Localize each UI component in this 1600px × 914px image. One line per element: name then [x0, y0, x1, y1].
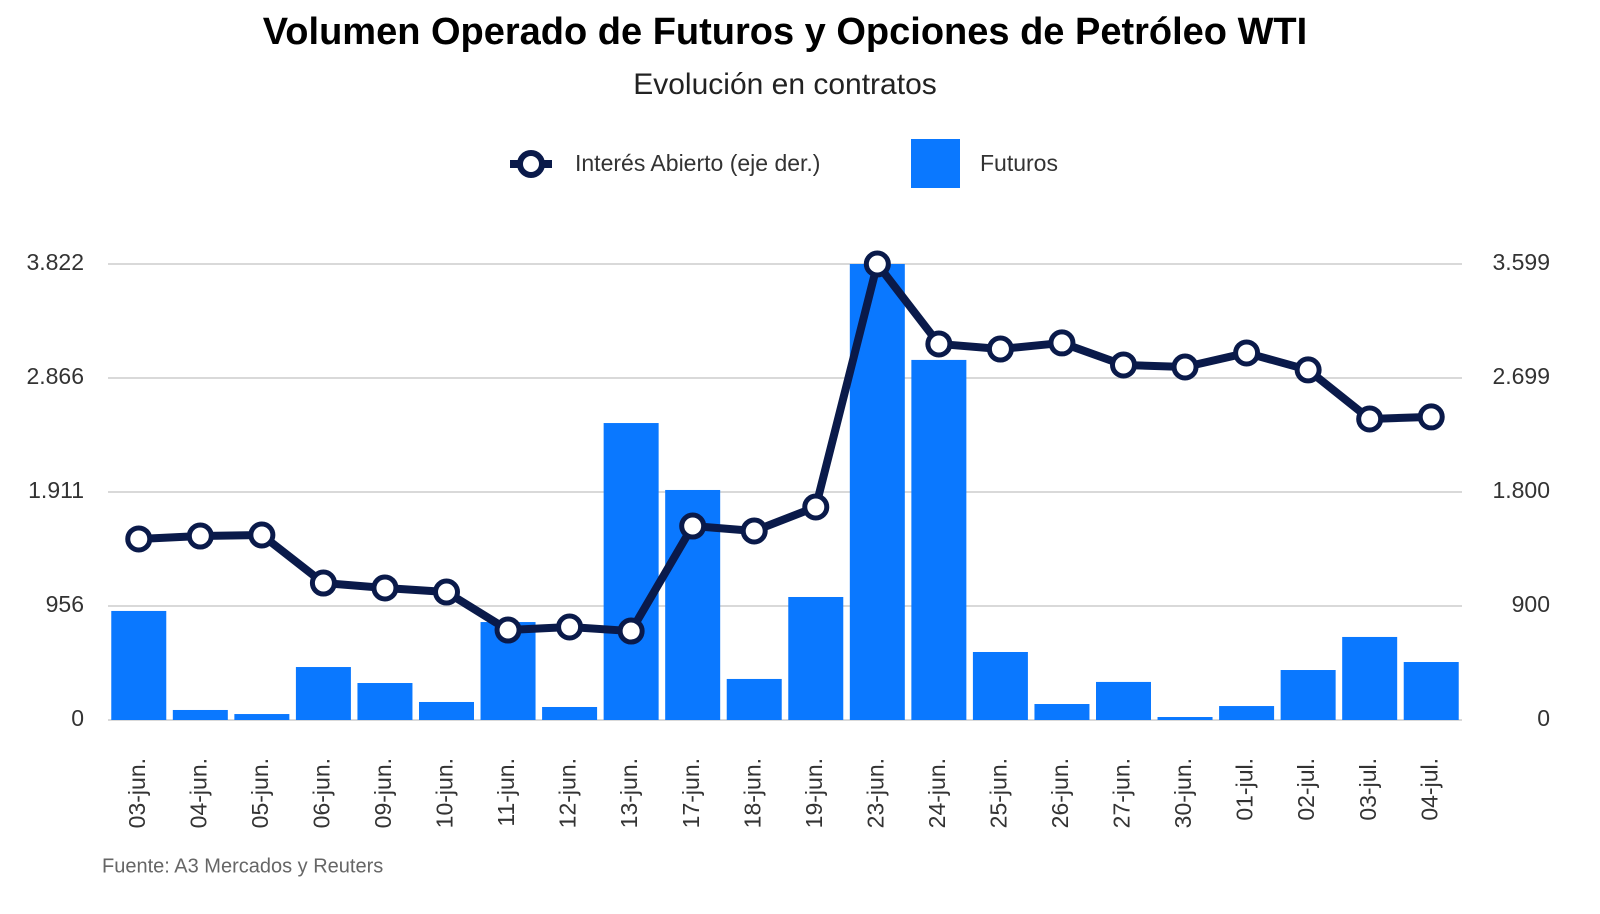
x-tick-label: 27-jun. — [1109, 758, 1135, 828]
x-tick-label: 12-jun. — [555, 758, 581, 828]
y-tick-label: 956 — [46, 591, 84, 617]
x-tick-label: 04-jul. — [1416, 758, 1442, 821]
x-tick-label: 01-jul. — [1232, 758, 1258, 821]
bar — [1034, 704, 1090, 720]
line-marker — [1048, 329, 1076, 357]
bar — [911, 359, 967, 720]
y2-tick-label: 0 — [1537, 705, 1550, 731]
bar — [1403, 662, 1459, 720]
x-tick-label: 17-jun. — [678, 758, 704, 828]
line-marker — [186, 522, 214, 550]
x-tick-label: 02-jul. — [1293, 758, 1319, 821]
bar — [172, 709, 228, 720]
bar — [419, 701, 474, 720]
y2-tick-label: 1.800 — [1492, 477, 1550, 503]
x-tick-label: 26-jun. — [1047, 758, 1073, 828]
y2-tick-label: 900 — [1512, 591, 1550, 617]
x-tick-label: 24-jun. — [924, 758, 950, 828]
legend-label: Futuros — [980, 150, 1058, 176]
line-marker — [1417, 403, 1445, 431]
line-marker — [740, 517, 768, 545]
bar — [1280, 670, 1336, 720]
line-marker — [1356, 405, 1384, 433]
legend-marker — [517, 150, 545, 178]
x-tick-label: 19-jun. — [801, 758, 827, 828]
line-marker — [1233, 339, 1261, 367]
legend-label: Interés Abierto (eje der.) — [575, 150, 820, 176]
x-tick-label: 13-jun. — [616, 758, 642, 828]
line-marker — [494, 616, 522, 644]
bar — [1342, 636, 1398, 720]
line-marker — [925, 330, 953, 358]
bar — [234, 714, 290, 720]
x-tick-label: 23-jun. — [862, 758, 888, 828]
line-marker — [433, 578, 460, 606]
x-tick-label: 04-jun. — [185, 758, 211, 828]
y-tick-label: 2.866 — [26, 363, 84, 389]
x-tick-label: 11-jun. — [493, 758, 519, 827]
bar — [111, 610, 167, 720]
y-tick-label: 1.911 — [28, 477, 84, 503]
bar — [295, 667, 351, 720]
line-marker — [986, 335, 1014, 363]
chart-subtitle: Evolución en contratos — [633, 68, 937, 101]
line-marker — [248, 521, 276, 549]
x-tick-label: 06-jun. — [308, 758, 334, 828]
y-tick-label: 3.822 — [26, 249, 84, 275]
bar — [1096, 681, 1151, 720]
line-marker — [802, 493, 830, 521]
bar — [603, 423, 659, 720]
line-marker — [371, 574, 399, 602]
bar — [1219, 706, 1275, 720]
line-marker — [1110, 351, 1137, 379]
line-marker — [309, 569, 337, 597]
x-tick-label: 25-jun. — [985, 758, 1011, 828]
line-series — [138, 260, 1432, 636]
bar — [726, 678, 782, 720]
y2-tick-label: 3.599 — [1492, 249, 1550, 275]
bar — [972, 651, 1028, 720]
source-note: Fuente: A3 Mercados y Reuters — [102, 855, 383, 877]
line-marker — [1294, 356, 1322, 384]
legend-swatch — [911, 139, 960, 188]
y2-tick-label: 2.699 — [1492, 363, 1550, 389]
y-tick-label: 0 — [71, 705, 84, 731]
line-marker — [617, 617, 645, 645]
bar — [1157, 717, 1213, 720]
line-marker — [1171, 353, 1199, 381]
x-tick-label: 03-jun. — [124, 758, 150, 828]
x-tick-label: 05-jun. — [247, 758, 273, 828]
x-tick-label: 10-jun. — [432, 758, 458, 828]
x-tick-label: 30-jun. — [1170, 758, 1196, 828]
bar — [788, 596, 844, 720]
bar — [542, 706, 598, 720]
line-marker — [863, 250, 891, 278]
line-marker — [556, 613, 584, 641]
line-marker — [125, 525, 153, 553]
x-tick-label: 09-jun. — [370, 758, 396, 828]
x-tick-label: 18-jun. — [739, 758, 765, 828]
chart-title: Volumen Operado de Futuros y Opciones de… — [263, 11, 1307, 53]
legend: Interés Abierto (eje der.) Futuros — [510, 139, 1058, 188]
line-marker — [679, 512, 707, 540]
x-tick-label: 03-jul. — [1355, 758, 1381, 821]
bar — [357, 683, 413, 720]
